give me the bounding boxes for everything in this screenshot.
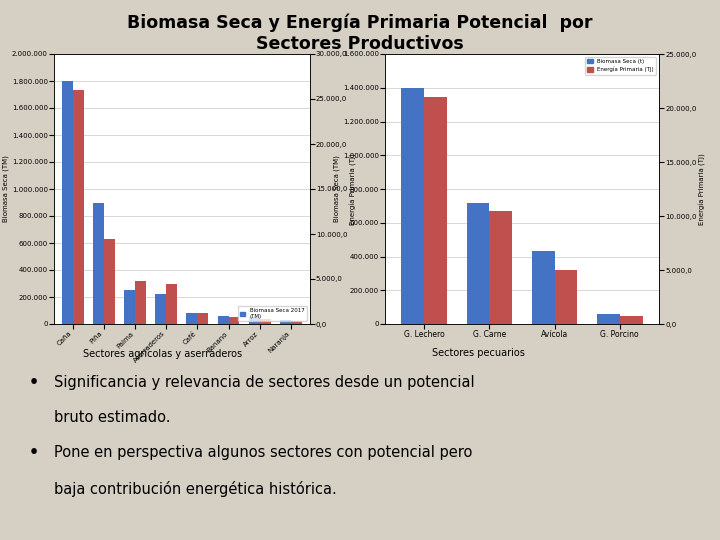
Bar	[424, 97, 447, 324]
Bar	[597, 314, 620, 324]
Bar	[73, 90, 84, 324]
Text: bruto estimado.: bruto estimado.	[54, 410, 171, 426]
Bar	[402, 87, 424, 324]
Text: •: •	[29, 446, 39, 461]
Bar	[280, 320, 291, 324]
Bar	[124, 291, 135, 324]
Legend: Biomasa Seca (t), Energía Primaria (TJ): Biomasa Seca (t), Energía Primaria (TJ)	[585, 57, 656, 75]
Bar	[197, 313, 208, 324]
Bar	[249, 317, 260, 324]
Bar	[166, 284, 177, 324]
Text: Sectores pecuarios: Sectores pecuarios	[432, 348, 525, 359]
Bar	[228, 317, 240, 324]
Y-axis label: Biomasa Seca (TM): Biomasa Seca (TM)	[333, 156, 340, 222]
Bar	[467, 202, 490, 324]
Text: Biomasa Seca y Energía Primaria Potencial  por: Biomasa Seca y Energía Primaria Potencia…	[127, 14, 593, 32]
Bar	[620, 316, 642, 324]
Bar	[186, 313, 197, 324]
Text: Significancia y relevancia de sectores desde un potencial: Significancia y relevancia de sectores d…	[54, 375, 474, 390]
Y-axis label: Biomasa Seca (TM): Biomasa Seca (TM)	[2, 156, 9, 222]
Bar	[62, 81, 73, 324]
Bar	[260, 319, 271, 324]
Bar	[490, 211, 512, 324]
Bar	[291, 321, 302, 324]
Y-axis label: Energía Primaria (TJ): Energía Primaria (TJ)	[350, 153, 357, 225]
Text: Pone en perspectiva algunos sectores con potencial pero: Pone en perspectiva algunos sectores con…	[54, 446, 472, 461]
Text: •: •	[29, 375, 39, 390]
Text: baja contribución energética histórica.: baja contribución energética histórica.	[54, 481, 337, 497]
Bar	[93, 202, 104, 324]
Bar	[217, 316, 228, 324]
Bar	[532, 252, 554, 324]
Text: Sectores agrícolas y aserraderos: Sectores agrícolas y aserraderos	[83, 348, 242, 359]
Legend: Biomasa Seca 2017
(TM): Biomasa Seca 2017 (TM)	[238, 306, 307, 321]
Bar	[135, 281, 146, 324]
Bar	[156, 294, 166, 324]
Bar	[554, 270, 577, 324]
Text: Sectores Productivos: Sectores Productivos	[256, 35, 464, 53]
Bar	[104, 239, 114, 324]
Y-axis label: Energía Primaria (TJ): Energía Primaria (TJ)	[699, 153, 706, 225]
